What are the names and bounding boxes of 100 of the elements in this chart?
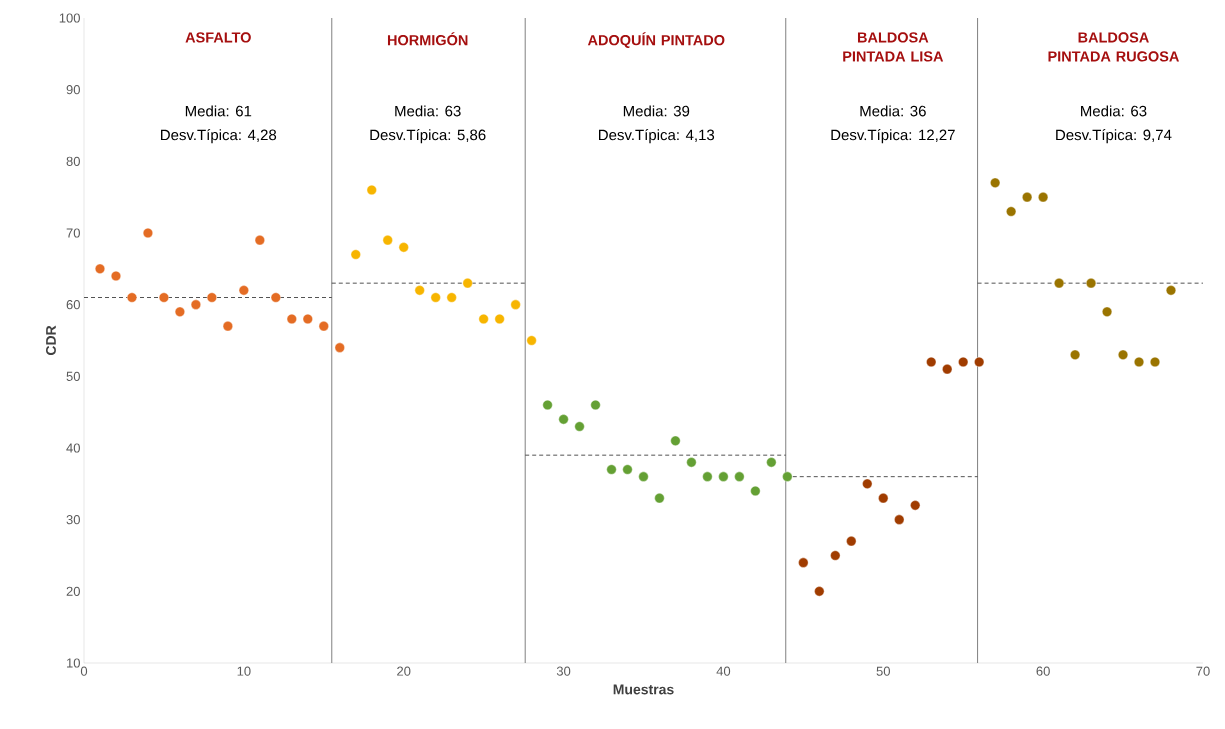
point [350, 249, 361, 260]
point [158, 292, 169, 303]
point [142, 228, 153, 238]
point [766, 457, 777, 468]
point [1134, 357, 1145, 367]
y-tick-label: 30 [66, 515, 80, 525]
point [702, 471, 713, 482]
annotation: Media: 61 [185, 105, 252, 117]
point [1022, 192, 1033, 203]
x-tick-label: 50 [876, 666, 890, 676]
annotation: HORMIGÓN [387, 32, 468, 46]
point [686, 457, 697, 468]
point [398, 242, 409, 253]
x-tick-label: 40 [716, 666, 731, 676]
point [222, 321, 233, 332]
y-tick-label: 20 [66, 586, 80, 596]
point [238, 285, 249, 296]
point [926, 357, 937, 367]
y-tick-label: 10 [67, 658, 80, 668]
x-tick-label: 70 [1196, 666, 1210, 676]
point [382, 235, 393, 246]
point [366, 185, 377, 195]
point [1166, 285, 1176, 296]
point [542, 400, 553, 410]
point [254, 235, 265, 246]
y-tick-label: 80 [66, 156, 80, 166]
annotation: ASFALTO [185, 32, 251, 43]
point [1118, 349, 1129, 360]
point [910, 500, 921, 511]
point [654, 493, 665, 504]
point [190, 299, 201, 310]
point [110, 271, 121, 281]
point [670, 435, 681, 446]
x-tick-label: 0 [80, 666, 88, 676]
point [1054, 278, 1065, 289]
point [974, 357, 985, 367]
point [846, 536, 857, 547]
y-axis-title: CDR [45, 325, 56, 356]
point [318, 321, 329, 332]
point [126, 292, 137, 303]
annotation: Desv.Típica: 4,13 [599, 129, 715, 144]
annotation: Media: 63 [1081, 105, 1147, 117]
point [1150, 357, 1161, 367]
annotation: Desv.Típica: 12,27 [831, 129, 955, 144]
y-tick-label: 100 [59, 13, 80, 23]
y-tick-label: 90 [66, 85, 80, 95]
point [206, 292, 217, 303]
point [1102, 306, 1113, 317]
point [750, 486, 761, 496]
y-tick-label: 40 [66, 443, 80, 453]
point [478, 314, 489, 324]
point [174, 306, 185, 317]
point [1086, 278, 1097, 289]
annotation: Desv.Típica: 5,86 [370, 129, 486, 144]
point [270, 292, 281, 303]
point [894, 514, 905, 525]
annotation: Media: 36 [860, 105, 926, 117]
y-tick-label: 70 [66, 228, 80, 238]
point [446, 292, 457, 303]
point [718, 471, 729, 482]
point [510, 299, 521, 310]
x-tick-label: 60 [1036, 666, 1050, 676]
annotation: ADOQUÍN PINTADO [587, 32, 725, 48]
annotation: BALDOSA PINTADA LISA [843, 32, 944, 62]
point [334, 342, 345, 353]
point [302, 314, 313, 324]
point [622, 464, 633, 475]
point [286, 314, 297, 324]
point [606, 464, 617, 475]
point [494, 314, 505, 324]
point [414, 285, 425, 296]
point [462, 278, 473, 289]
point [558, 414, 569, 425]
x-axis-title: Muestras [613, 684, 674, 695]
y-tick-label: 50 [66, 371, 80, 381]
point [878, 493, 889, 504]
point [430, 292, 441, 303]
x-tick-label: 20 [397, 666, 411, 676]
point [942, 364, 953, 375]
point [782, 471, 793, 482]
x-tick-label: 10 [237, 666, 251, 676]
point [1006, 206, 1017, 217]
annotation: Desv.Típica: 9,74 [1056, 129, 1172, 144]
point [814, 586, 825, 597]
annotation: Media: 63 [395, 105, 461, 117]
annotation: BALDOSA PINTADA RUGOSA [1048, 32, 1179, 62]
annotation: Desv.Típica: 4,28 [161, 129, 277, 144]
point [1038, 192, 1049, 203]
point [734, 471, 745, 482]
point [990, 177, 1001, 188]
point [862, 478, 873, 489]
point [958, 357, 969, 367]
point [1070, 349, 1081, 360]
point [526, 335, 537, 346]
annotation: Media: 39 [623, 105, 690, 117]
point [638, 471, 649, 482]
point [798, 557, 809, 568]
point [590, 400, 601, 410]
point [830, 550, 841, 561]
point [94, 263, 105, 274]
